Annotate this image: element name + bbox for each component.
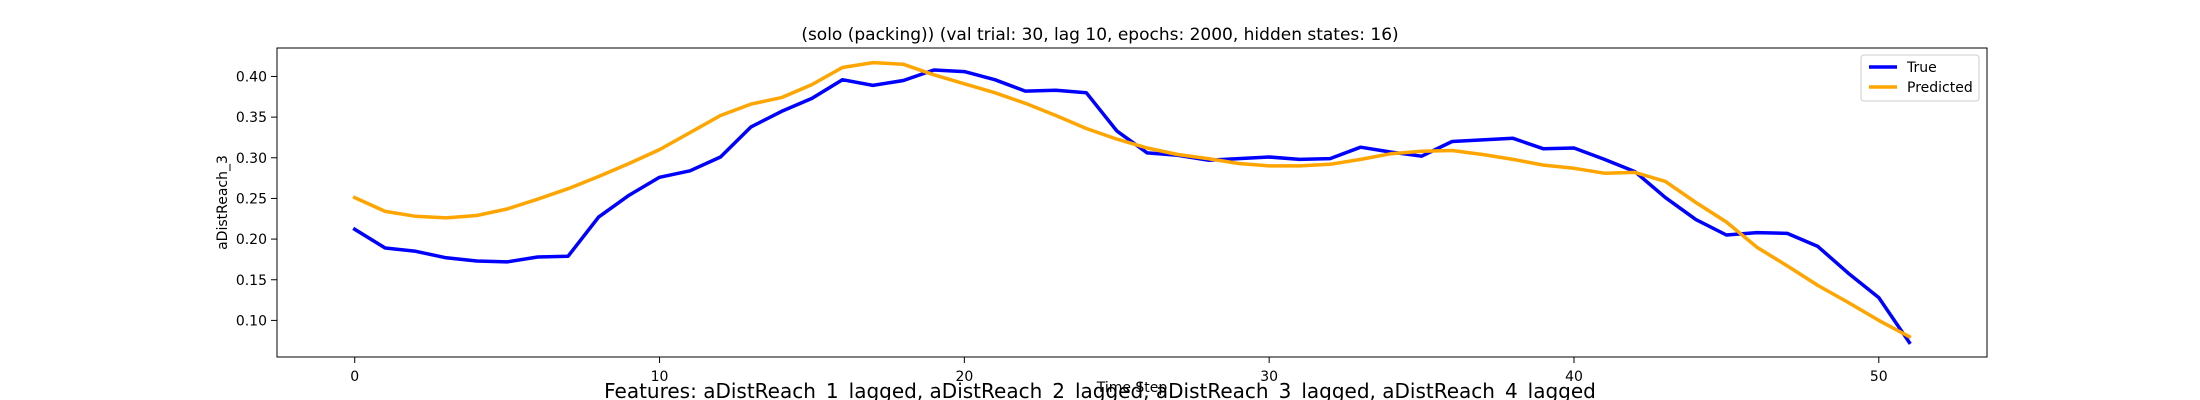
x-tick-label: 10 (651, 369, 669, 385)
y-tick-label: 0.35 (236, 110, 267, 126)
x-tick-label: 0 (350, 369, 359, 385)
chart-title: (solo (packing)) (val trial: 30, lag 10,… (801, 25, 1398, 45)
features-caption: Features: aDistReach_1_lagged, aDistReac… (604, 379, 1596, 400)
legend-label-predicted: Predicted (1907, 80, 1973, 96)
y-axis-ticks: 0.10 0.15 0.20 0.25 0.30 0.35 0.40 (236, 69, 277, 329)
y-tick-label: 0.40 (236, 69, 267, 85)
y-tick-label: 0.30 (236, 151, 267, 167)
x-tick-label: 20 (955, 369, 973, 385)
series-line-true (352, 68, 1912, 345)
y-axis-label: aDistReach_3 (215, 155, 231, 250)
y-tick-label: 0.25 (236, 191, 267, 207)
x-axis-ticks: 0 10 20 30 40 50 (350, 357, 1888, 385)
legend: True Predicted (1860, 54, 1980, 102)
x-tick-label: 40 (1565, 369, 1583, 385)
legend-label-true: True (1906, 60, 1937, 76)
y-tick-label: 0.20 (236, 232, 267, 248)
series-layer (352, 60, 1912, 345)
series-line-predicted (352, 60, 1912, 340)
x-tick-label: 30 (1260, 369, 1278, 385)
plot-frame (276, 47, 1988, 358)
y-tick-label: 0.10 (236, 313, 267, 329)
x-tick-label: 50 (1870, 369, 1888, 385)
x-axis-label: Time Step (1096, 380, 1168, 396)
y-tick-label: 0.15 (236, 273, 267, 289)
